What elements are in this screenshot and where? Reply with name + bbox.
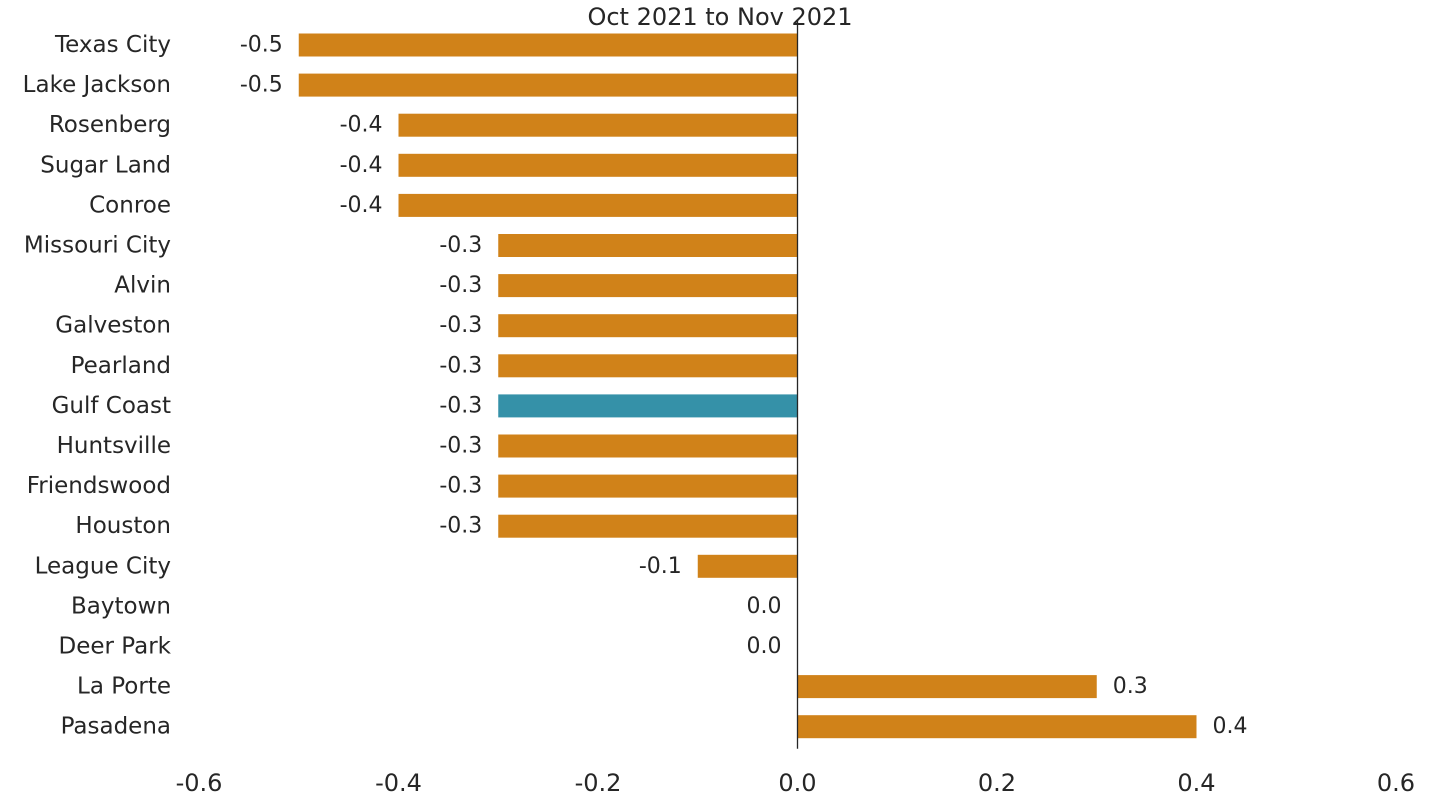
category-label-huntsville: Huntsville: [57, 433, 171, 459]
data-label-galveston: -0.3: [439, 313, 482, 338]
bar-alvin: [498, 274, 798, 298]
bar-conroe: [398, 193, 798, 217]
bar-huntsville: [498, 434, 798, 458]
labels-layer: Texas City -0.5 Lake Jackson -0.5 Rosenberg -…: [23, 32, 1248, 740]
data-label-houston: -0.3: [439, 514, 482, 539]
chart-title: Oct 2021 to Nov 2021: [587, 3, 853, 31]
data-label-gulf-coast: -0.3: [439, 393, 482, 418]
bar-gulf-coast: [498, 394, 798, 418]
bar-rosenberg: [398, 113, 798, 137]
data-label-pearland: -0.3: [439, 353, 482, 378]
category-label-league-city: League City: [35, 553, 171, 579]
bar-pearland: [498, 354, 798, 378]
bar-pasadena: [797, 715, 1197, 739]
category-label-sugar-land: Sugar Land: [40, 152, 171, 178]
category-label-rosenberg: Rosenberg: [49, 112, 171, 138]
bar-missouri-city: [498, 234, 798, 257]
data-label-deer-park: 0.0: [747, 634, 782, 659]
x-tick-label: -0.2: [575, 769, 622, 797]
category-label-pearland: Pearland: [71, 353, 171, 379]
data-label-friendswood: -0.3: [439, 474, 482, 499]
bar-sugar-land: [398, 153, 798, 177]
data-label-league-city: -0.1: [639, 554, 682, 579]
data-label-sugar-land: -0.4: [340, 153, 383, 178]
category-label-la-porte: La Porte: [77, 674, 171, 700]
x-tick-label: 0.4: [1177, 769, 1215, 797]
category-label-houston: Houston: [75, 513, 171, 539]
data-label-pasadena: 0.4: [1213, 714, 1248, 739]
data-label-baytown: 0.0: [747, 594, 782, 619]
category-label-baytown: Baytown: [71, 593, 171, 619]
axis-layer: -0.6 -0.4 -0.2 0.0 0.2 0.4 0.6: [176, 19, 1415, 797]
data-label-missouri-city: -0.3: [439, 233, 482, 258]
x-tick-label: -0.4: [375, 769, 422, 797]
category-label-pasadena: Pasadena: [61, 714, 171, 740]
bar-texas-city: [298, 33, 798, 57]
category-label-missouri-city: Missouri City: [24, 233, 171, 259]
x-tick-label: 0.6: [1377, 769, 1415, 797]
bar-league-city: [697, 554, 798, 578]
bar-galveston: [498, 314, 798, 338]
category-label-friendswood: Friendswood: [27, 473, 171, 499]
x-tick-label: -0.6: [176, 769, 223, 797]
bar-la-porte: [797, 675, 1097, 699]
category-label-alvin: Alvin: [114, 273, 171, 299]
data-label-texas-city: -0.5: [240, 33, 283, 58]
category-label-conroe: Conroe: [89, 192, 171, 218]
data-label-huntsville: -0.3: [439, 434, 482, 459]
data-label-rosenberg: -0.4: [340, 113, 383, 138]
x-tick-label: 0.2: [978, 769, 1016, 797]
data-label-alvin: -0.3: [439, 273, 482, 298]
bar-friendswood: [498, 474, 798, 498]
category-label-gulf-coast: Gulf Coast: [52, 393, 171, 419]
category-label-deer-park: Deer Park: [59, 634, 172, 660]
category-label-lake-jackson: Lake Jackson: [23, 72, 171, 98]
data-label-la-porte: 0.3: [1113, 674, 1148, 699]
data-label-lake-jackson: -0.5: [240, 73, 283, 98]
bars-layer: [298, 33, 1197, 739]
x-tick-label: 0.0: [778, 769, 816, 797]
bar-lake-jackson: [298, 73, 798, 97]
data-label-conroe: -0.4: [340, 193, 383, 218]
bar-houston: [498, 514, 798, 538]
category-label-galveston: Galveston: [55, 313, 171, 339]
category-label-texas-city: Texas City: [54, 32, 171, 58]
